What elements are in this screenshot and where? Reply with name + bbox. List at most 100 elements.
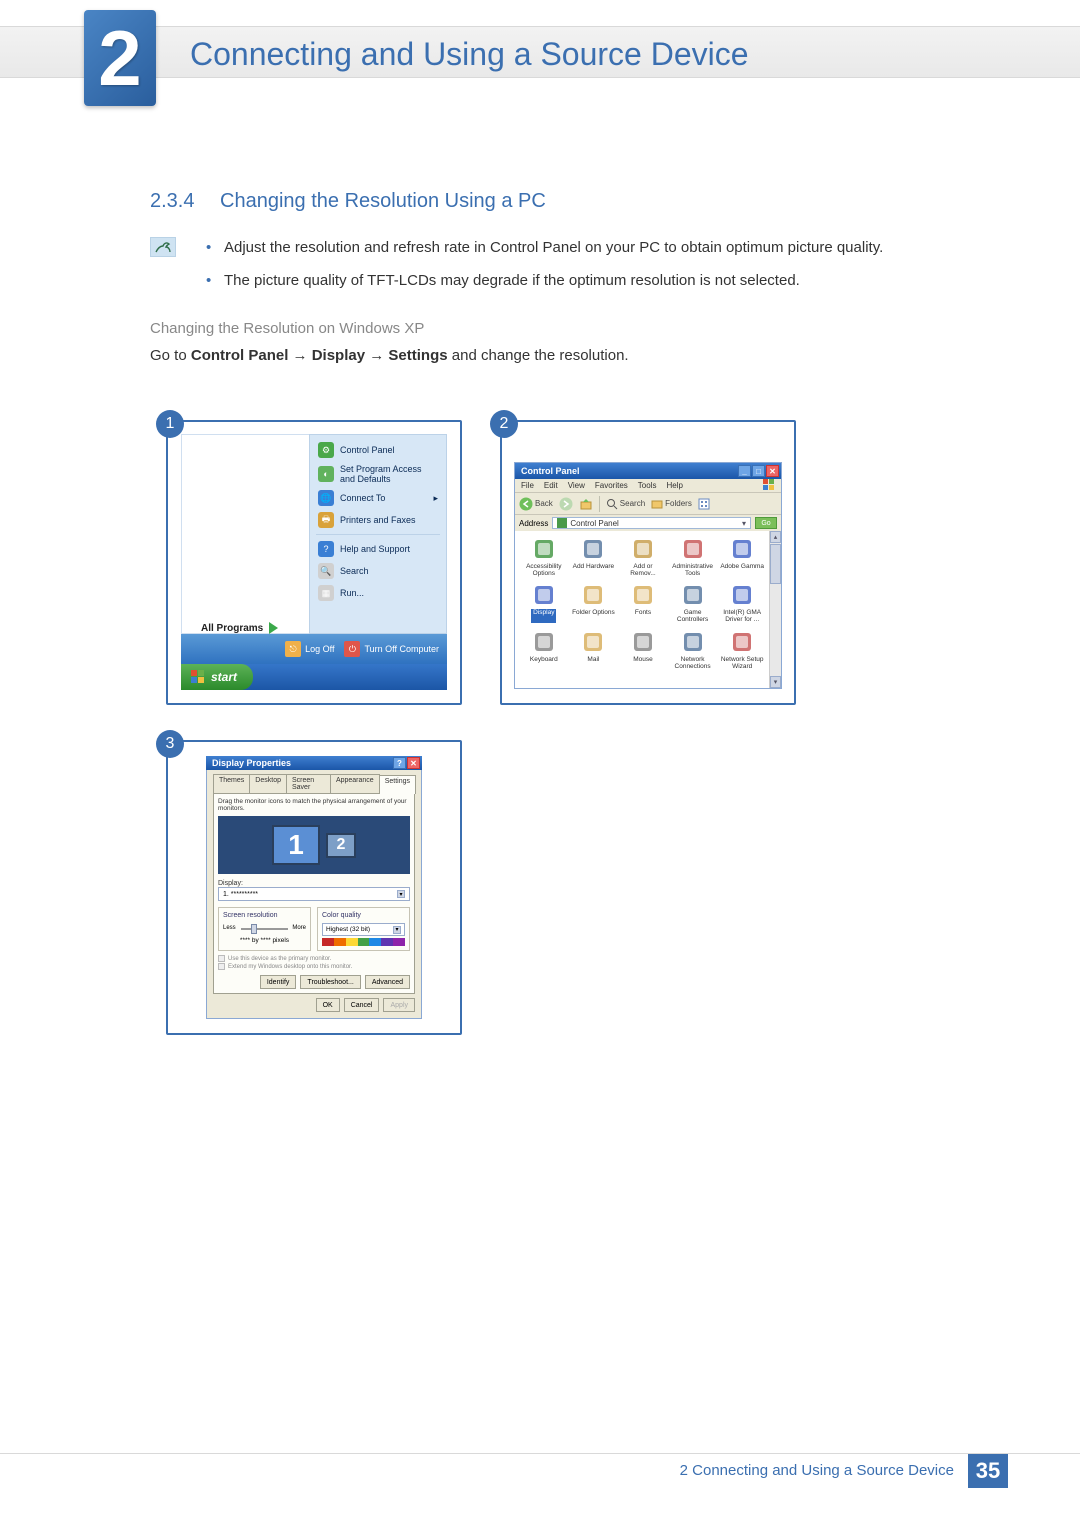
- start-menu-right-pane: ⚙Control Panel◐Set Program Access and De…: [309, 434, 447, 634]
- search-button[interactable]: Search: [606, 498, 645, 510]
- monitor-checkboxes: Use this device as the primary monitor. …: [218, 955, 410, 971]
- control-panel-icon: [557, 518, 567, 528]
- scroll-thumb[interactable]: [770, 544, 781, 584]
- menu-item[interactable]: Edit: [544, 481, 558, 490]
- start-button[interactable]: start: [181, 664, 253, 690]
- section-number: 2.3.4: [150, 190, 194, 212]
- window-title: Control Panel: [521, 466, 580, 476]
- menu-item[interactable]: Favorites: [595, 481, 628, 490]
- control-panel-item[interactable]: Game Controllers: [670, 583, 716, 623]
- control-panel-item[interactable]: Adobe Gamma: [719, 537, 765, 577]
- go-button[interactable]: Go: [755, 517, 777, 529]
- menu-item[interactable]: File: [521, 481, 534, 490]
- control-panel-item[interactable]: Add Hardware: [571, 537, 617, 577]
- identify-button[interactable]: Identify: [260, 975, 297, 989]
- control-panel-item[interactable]: Network Setup Wizard: [719, 630, 765, 670]
- advanced-button[interactable]: Advanced: [365, 975, 410, 989]
- maximize-button[interactable]: □: [752, 465, 765, 477]
- tab-desktop[interactable]: Desktop: [249, 774, 287, 793]
- cp-item-icon: [532, 583, 556, 607]
- tab-screen-saver[interactable]: Screen Saver: [286, 774, 331, 793]
- views-button[interactable]: [698, 498, 712, 510]
- checkbox: [218, 963, 225, 970]
- chapter-number: 2: [98, 19, 141, 97]
- back-button[interactable]: Back: [519, 497, 553, 511]
- menu-item[interactable]: Help: [666, 481, 682, 490]
- dialog-buttons-row: OK CancelApply: [213, 998, 415, 1012]
- folders-button[interactable]: Folders: [651, 498, 692, 510]
- control-panel-body: Accessibility OptionsAdd HardwareAdd or …: [515, 531, 781, 688]
- scroll-up-button[interactable]: ▴: [770, 531, 781, 543]
- submenu-arrow-icon: ▸: [433, 493, 438, 504]
- start-menu-item[interactable]: ▦Run...: [310, 582, 446, 604]
- control-panel-item[interactable]: Network Connections: [670, 630, 716, 670]
- control-panel-item[interactable]: Administrative Tools: [670, 537, 716, 577]
- search-icon: [606, 498, 618, 510]
- power-icon: ⏻: [344, 641, 360, 657]
- start-menu-item[interactable]: ⚙Control Panel: [310, 439, 446, 461]
- windows-flag-icon: [763, 479, 775, 493]
- menu-item-icon: ?: [318, 541, 334, 557]
- control-panel-item[interactable]: Fonts: [620, 583, 666, 623]
- monitor-1-icon[interactable]: 1: [272, 825, 320, 865]
- control-panel-item[interactable]: Mouse: [620, 630, 666, 670]
- menubar: File Edit View Favorites Tools Help: [515, 479, 781, 493]
- up-button[interactable]: [579, 497, 593, 511]
- monitor-2-icon[interactable]: 2: [326, 833, 356, 858]
- checkbox: [218, 955, 225, 962]
- resolution-value: **** by **** pixels: [223, 937, 306, 944]
- cp-item-icon: [631, 583, 655, 607]
- windows-flag-icon: [191, 670, 205, 684]
- close-button[interactable]: ✕: [407, 757, 420, 769]
- resolution-slider[interactable]: Less More: [223, 923, 306, 935]
- display-label: Display:: [218, 880, 410, 887]
- panel-start-menu: 1 ⚙Control Panel◐Set Program Access and …: [166, 420, 462, 705]
- turnoff-button[interactable]: ⏻ Turn Off Computer: [344, 641, 439, 657]
- cp-item-icon: [681, 537, 705, 561]
- display-select[interactable]: 1. ********** ▾: [218, 887, 410, 901]
- start-menu-item[interactable]: 🖶Printers and Faxes: [310, 509, 446, 531]
- content-area: 2.3.4 Changing the Resolution Using a PC…: [150, 190, 1000, 368]
- address-input[interactable]: Control Panel ▾: [552, 517, 751, 529]
- control-panel-item[interactable]: Mail: [571, 630, 617, 670]
- tab-themes[interactable]: Themes: [213, 774, 250, 793]
- forward-button[interactable]: [559, 497, 573, 511]
- scrollbar[interactable]: ▴ ▾: [769, 531, 781, 688]
- settings-buttons-row: IdentifyTroubleshoot... Advanced: [218, 975, 410, 989]
- menu-item[interactable]: Tools: [638, 481, 657, 490]
- color-quality-select[interactable]: Highest (32 bit) ▾: [322, 923, 405, 936]
- control-panel-item[interactable]: Keyboard: [521, 630, 567, 670]
- close-button[interactable]: ✕: [766, 465, 779, 477]
- taskbar: start: [181, 664, 447, 690]
- cancel-button[interactable]: Cancel: [344, 998, 380, 1012]
- help-button[interactable]: ?: [393, 757, 406, 769]
- control-panel-item[interactable]: Folder Options: [571, 583, 617, 623]
- resolution-group: Screen resolution Less More **** by ****…: [218, 907, 311, 951]
- ok-button[interactable]: OK: [316, 998, 340, 1012]
- chevron-right-icon: [269, 622, 278, 634]
- note-list: Adjust the resolution and refresh rate i…: [200, 237, 883, 302]
- chapter-number-badge: 2: [84, 10, 156, 106]
- apply-button[interactable]: Apply: [383, 998, 415, 1012]
- start-menu-item[interactable]: 🌐Connect To▸: [310, 487, 446, 509]
- control-panel-item[interactable]: Display: [521, 583, 567, 623]
- troubleshoot--button[interactable]: Troubleshoot...: [300, 975, 360, 989]
- monitor-arrangement[interactable]: 1 2: [218, 816, 410, 874]
- cp-item-icon: [681, 583, 705, 607]
- all-programs-button[interactable]: All Programs: [201, 622, 278, 634]
- tab-appearance[interactable]: Appearance: [330, 774, 380, 793]
- control-panel-item[interactable]: Intel(R) GMA Driver for ...: [719, 583, 765, 623]
- start-menu-item[interactable]: ?Help and Support: [310, 538, 446, 560]
- page-number: 35: [968, 1454, 1008, 1488]
- control-panel-item[interactable]: Accessibility Options: [521, 537, 567, 577]
- minimize-button[interactable]: _: [738, 465, 751, 477]
- menu-item[interactable]: View: [568, 481, 585, 490]
- tab-settings[interactable]: Settings: [379, 775, 416, 794]
- start-menu-item[interactable]: 🔍Search: [310, 560, 446, 582]
- scroll-down-button[interactable]: ▾: [770, 676, 781, 688]
- note-item: The picture quality of TFT-LCDs may degr…: [200, 270, 883, 293]
- control-panel-item[interactable]: Add or Remov...: [620, 537, 666, 577]
- cp-item-icon: [581, 537, 605, 561]
- start-menu-item[interactable]: ◐Set Program Access and Defaults: [310, 461, 446, 487]
- logoff-button[interactable]: ⎋ Log Off: [285, 641, 334, 657]
